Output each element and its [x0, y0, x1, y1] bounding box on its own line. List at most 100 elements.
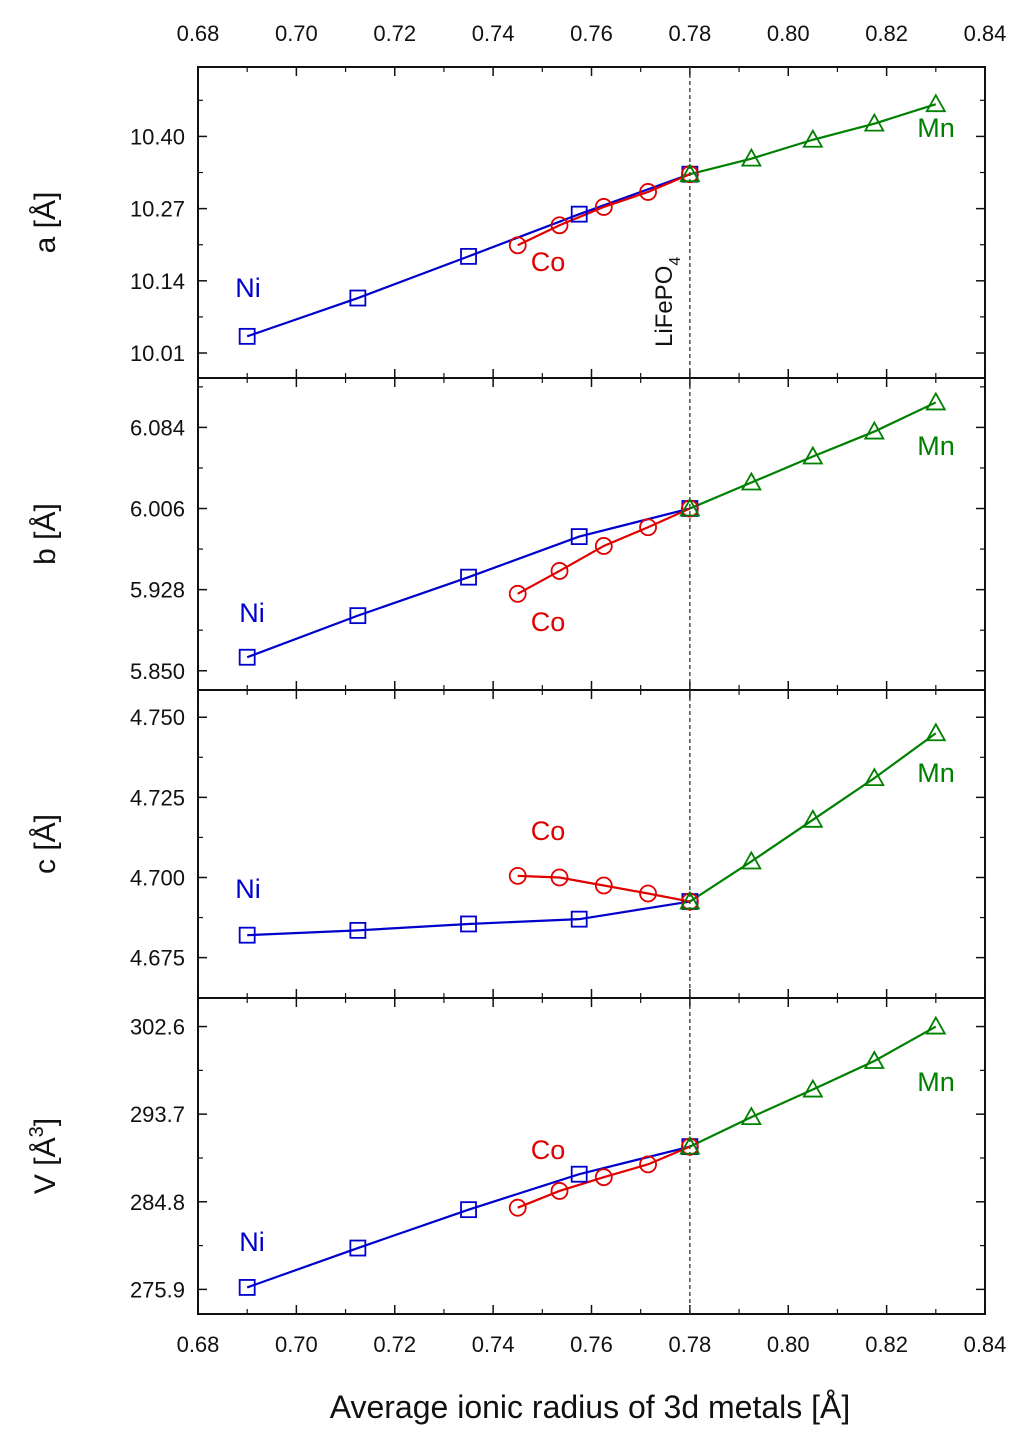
series-line-mn	[689, 103, 937, 176]
data-point-co	[594, 876, 613, 895]
y-tick-label: 4.700	[130, 865, 185, 890]
data-point-mn	[802, 128, 824, 148]
y-axis-title: V [Å3]	[26, 1118, 62, 1194]
data-point-mn	[740, 147, 762, 167]
data-point-mn	[740, 1106, 762, 1126]
series-line-mn	[689, 1025, 937, 1148]
series-line-mn	[689, 401, 937, 510]
x-tick-label-bottom: 0.82	[865, 1332, 908, 1357]
data-point-ni	[460, 915, 477, 933]
x-tick-label-top: 0.74	[472, 21, 515, 46]
series-line-ni	[247, 900, 691, 937]
series-line-ni	[246, 173, 691, 338]
data-point-co	[508, 236, 527, 255]
data-point-mn	[925, 93, 947, 113]
series-line-ni	[246, 507, 691, 659]
data-point-co	[594, 1168, 613, 1187]
data-point-mn	[863, 420, 885, 440]
y-tick-label: 10.14	[130, 269, 185, 294]
series-label-ni: Ni	[235, 273, 261, 303]
y-tick-label: 10.40	[130, 124, 185, 149]
data-point-mn	[679, 163, 701, 183]
x-tick-label-bottom: 0.72	[373, 1332, 416, 1357]
series-label-mn: Mn	[917, 1067, 955, 1097]
x-tick-label-top: 0.72	[373, 21, 416, 46]
y-tick-label: 5.850	[130, 659, 185, 684]
data-point-mn	[802, 445, 824, 465]
x-tick-label-bottom: 0.68	[177, 1332, 220, 1357]
data-point-co	[639, 884, 657, 903]
series-label-ni: Ni	[239, 1227, 265, 1257]
y-tick-label: 5.928	[130, 578, 185, 603]
series-line-co	[517, 874, 691, 903]
data-point-mn	[863, 112, 885, 132]
data-point-ni	[460, 1201, 477, 1219]
data-point-ni	[238, 648, 256, 666]
data-point-ni	[460, 568, 477, 586]
x-tick-label-bottom: 0.76	[570, 1332, 613, 1357]
series-label-mn: Mn	[917, 431, 955, 461]
y-tick-label: 302.6	[130, 1015, 185, 1040]
data-point-mn	[802, 1078, 824, 1098]
data-point-co	[508, 1198, 527, 1217]
series-label-mn: Mn	[917, 758, 955, 788]
panel-frame	[197, 689, 986, 999]
data-point-ni	[349, 607, 367, 625]
data-point-mn	[679, 890, 701, 910]
y-tick-label: 6.006	[130, 497, 185, 522]
x-axis-title: Average ionic radius of 3d metals [Å]	[330, 1389, 851, 1425]
data-point-ni	[460, 247, 477, 265]
series-line-co	[517, 507, 691, 595]
y-axis-title-bracket: ]	[29, 1118, 62, 1126]
data-point-mn	[925, 1015, 947, 1035]
x-tick-label-top: 0.70	[275, 21, 318, 46]
series-label-mn: Mn	[917, 113, 955, 143]
data-point-mn	[863, 767, 885, 787]
data-point-mn	[925, 391, 947, 411]
y-axis-title: c [Å]	[29, 814, 62, 874]
panel-b: 5.850 5.928 6.006 6.084 b [Å] Ni Co Mn	[29, 377, 986, 691]
series-label-co: Co	[531, 607, 566, 637]
x-tick-label-bottom: 0.70	[275, 1332, 318, 1357]
panel-frame	[197, 997, 986, 1315]
reference-label: LiFePO4	[651, 257, 684, 347]
data-point-co	[594, 537, 613, 555]
x-tick-label-top: 0.82	[865, 21, 908, 46]
y-tick-label: 4.725	[130, 785, 185, 810]
series-label-ni: Ni	[239, 598, 265, 628]
y-tick-label: 275.9	[130, 1277, 185, 1302]
x-tick-label-bottom: 0.78	[668, 1332, 711, 1357]
x-tick-label-top: 0.76	[570, 21, 613, 46]
series-line-co	[517, 173, 691, 247]
y-tick-label: 4.750	[130, 705, 185, 730]
y-tick-label: 10.27	[130, 197, 185, 222]
data-point-co	[639, 183, 657, 201]
data-point-ni	[349, 1239, 367, 1257]
y-tick-label: 293.7	[130, 1102, 185, 1127]
x-tick-label-top: 0.68	[177, 21, 220, 46]
data-point-ni	[238, 1279, 256, 1296]
data-point-co	[550, 562, 569, 580]
data-point-ni	[349, 921, 367, 939]
y-tick-label: 284.8	[130, 1190, 185, 1215]
x-tick-label-top: 0.78	[668, 21, 711, 46]
data-point-co	[639, 518, 657, 537]
data-point-ni	[570, 1165, 588, 1183]
y-tick-label: 4.675	[130, 946, 185, 971]
data-point-co	[550, 1182, 569, 1200]
series-label-co: Co	[531, 816, 566, 846]
series-line-co	[517, 1145, 691, 1209]
data-point-co	[594, 198, 613, 216]
data-point-mn	[802, 808, 824, 828]
data-point-mn	[863, 1050, 885, 1069]
x-tick-label-bottom: 0.74	[472, 1332, 515, 1357]
y-axis-title-superscript: 3	[26, 1126, 48, 1137]
series-label-co: Co	[531, 247, 566, 277]
y-axis-title: b [Å]	[29, 503, 62, 565]
data-point-ni	[570, 528, 588, 545]
series-line-mn	[689, 732, 937, 903]
x-tick-label-top: 0.80	[767, 21, 810, 46]
series-label-co: Co	[531, 1135, 566, 1165]
x-tick-label-bottom: 0.80	[767, 1332, 810, 1357]
data-point-co	[550, 868, 569, 887]
